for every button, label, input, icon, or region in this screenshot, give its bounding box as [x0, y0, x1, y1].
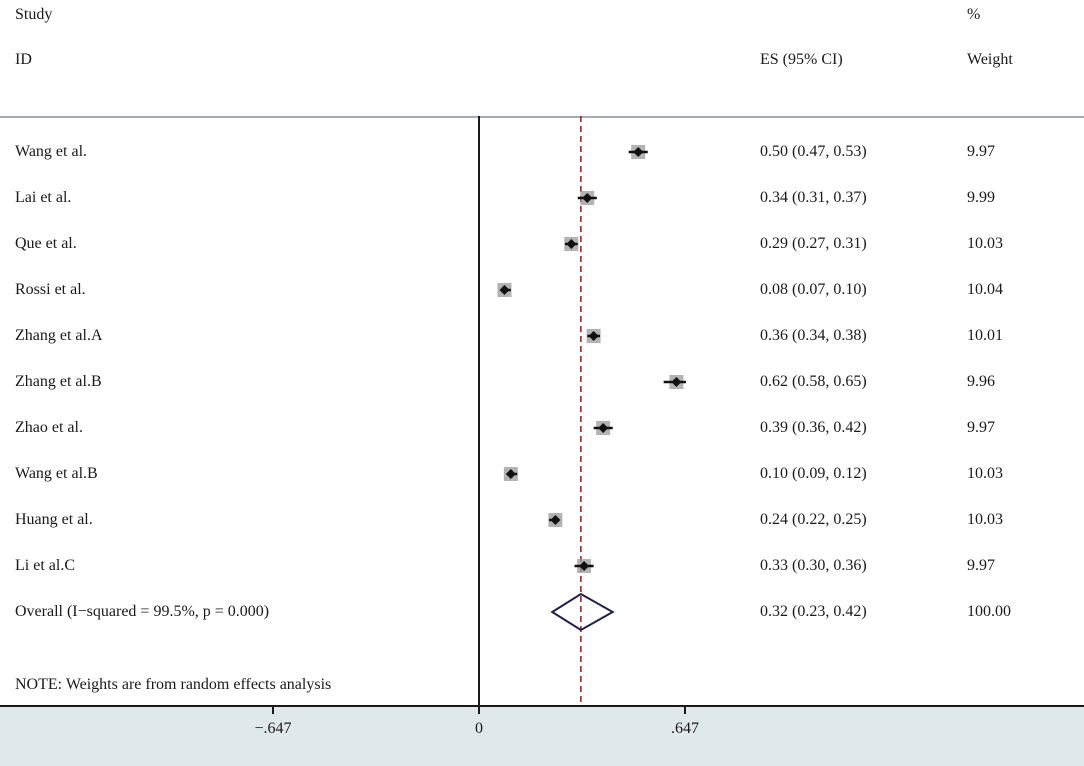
study-weight: 9.96 — [967, 373, 995, 390]
x-tick-label: .647 — [671, 720, 699, 737]
study-weight: 10.01 — [967, 327, 1003, 344]
study-es-ci: 0.33 (0.30, 0.36) — [760, 557, 867, 574]
study-es-ci: 0.50 (0.47, 0.53) — [760, 143, 867, 160]
overall-label: Overall (I−squared = 99.5%, p = 0.000) — [15, 603, 270, 620]
header-percent: % — [967, 6, 981, 23]
point-estimate — [671, 377, 682, 387]
study-weight: 9.99 — [967, 189, 995, 206]
study-weight: 9.97 — [967, 143, 995, 160]
point-estimate — [499, 285, 510, 295]
point-estimate — [505, 469, 516, 479]
overall-es-ci: 0.32 (0.23, 0.42) — [760, 603, 867, 620]
study-es-ci: 0.34 (0.31, 0.37) — [760, 189, 867, 206]
x-tick-mark — [478, 706, 480, 714]
study-label: Huang et al. — [15, 511, 93, 528]
header-study: Study — [15, 6, 53, 23]
point-estimate — [579, 561, 590, 571]
study-es-ci: 0.10 (0.09, 0.12) — [760, 465, 867, 482]
header-id: ID — [15, 51, 32, 68]
study-label: Wang et al. — [15, 143, 88, 160]
point-estimate — [598, 423, 609, 433]
header-es: ES (95% CI) — [760, 51, 843, 68]
overall-weight: 100.00 — [967, 603, 1011, 620]
point-estimate — [566, 239, 577, 249]
point-estimate — [550, 515, 561, 525]
point-estimate — [582, 193, 593, 203]
study-es-ci: 0.24 (0.22, 0.25) — [760, 511, 867, 528]
x-tick-mark — [272, 706, 274, 714]
header-rule — [0, 116, 1084, 118]
study-es-ci: 0.08 (0.07, 0.10) — [760, 281, 867, 298]
x-axis-line — [0, 705, 1084, 707]
study-label: Lai et al. — [15, 189, 72, 206]
x-tick-label: −.647 — [254, 720, 292, 737]
study-label: Zhao et al. — [15, 419, 83, 436]
study-weight: 10.03 — [967, 511, 1003, 528]
study-weight: 10.03 — [967, 235, 1003, 252]
study-es-ci: 0.62 (0.58, 0.65) — [760, 373, 867, 390]
x-tick-label: 0 — [475, 720, 483, 737]
study-weight: 10.04 — [967, 281, 1003, 298]
x-tick-mark — [684, 706, 686, 714]
study-es-ci: 0.36 (0.34, 0.38) — [760, 327, 867, 344]
study-label: Rossi et al. — [15, 281, 86, 298]
study-label: Zhang et al.B — [15, 373, 102, 390]
study-label: Zhang et al.A — [15, 327, 103, 344]
study-weight: 10.03 — [967, 465, 1003, 482]
study-label: Que et al. — [15, 235, 77, 252]
header-weight: Weight — [967, 51, 1013, 68]
axis-band — [0, 706, 1084, 766]
note: NOTE: Weights are from random effects an… — [15, 676, 332, 693]
study-label: Wang et al.B — [15, 465, 98, 482]
study-es-ci: 0.29 (0.27, 0.31) — [760, 235, 867, 252]
study-weight: 9.97 — [967, 557, 995, 574]
point-estimate — [633, 147, 644, 157]
overall-diamond — [550, 592, 615, 632]
point-estimate — [588, 331, 599, 341]
study-weight: 9.97 — [967, 419, 995, 436]
study-es-ci: 0.39 (0.36, 0.42) — [760, 419, 867, 436]
study-label: Li et al.C — [15, 557, 75, 574]
